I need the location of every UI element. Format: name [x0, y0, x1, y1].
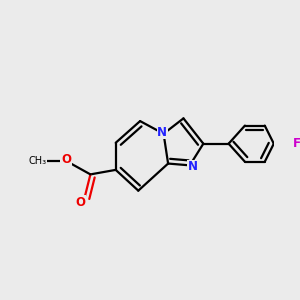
Text: F: F — [293, 137, 300, 150]
Text: O: O — [75, 196, 85, 209]
Text: O: O — [61, 153, 71, 166]
Text: N: N — [188, 160, 198, 173]
Text: N: N — [157, 126, 167, 139]
Text: CH₃: CH₃ — [28, 156, 46, 166]
